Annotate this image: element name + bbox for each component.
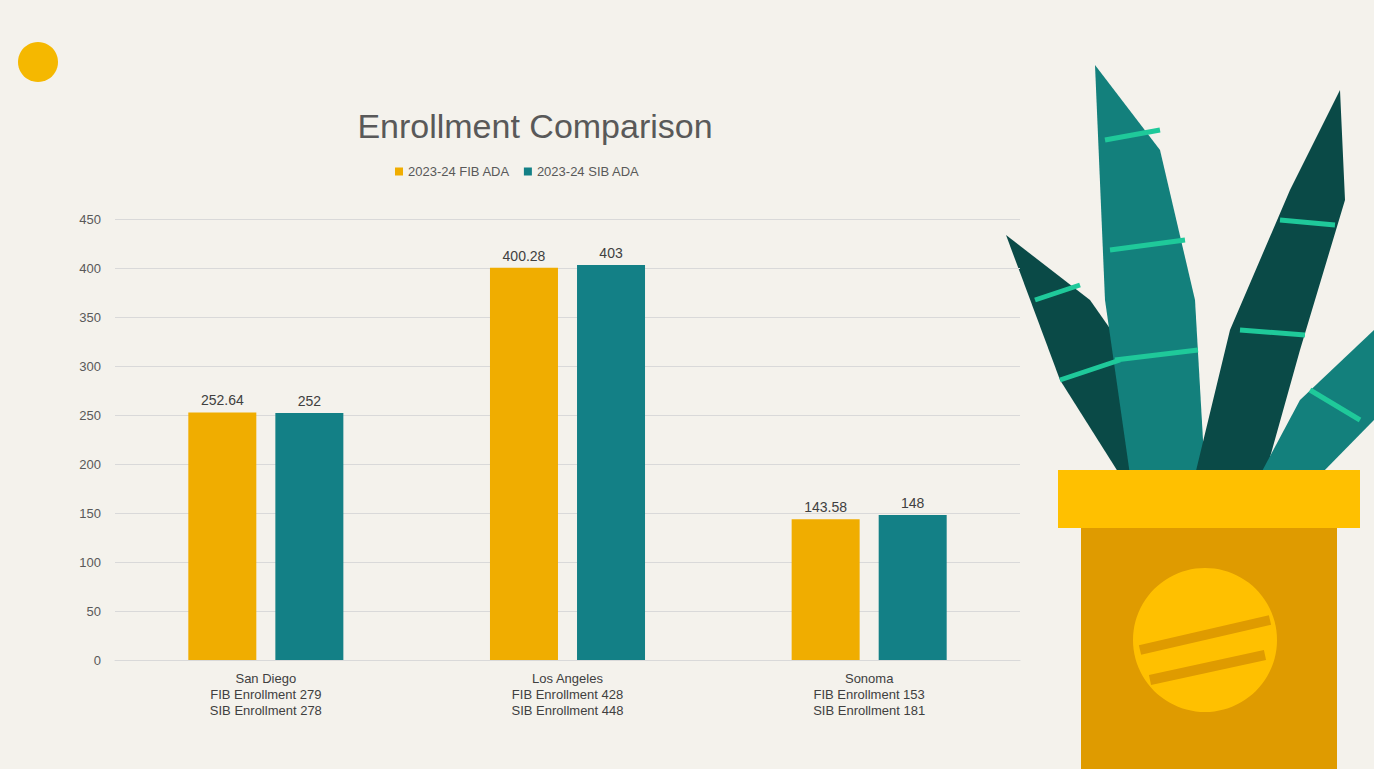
svg-text:100: 100	[79, 555, 101, 570]
svg-text:Los Angeles: Los Angeles	[532, 671, 603, 686]
svg-text:SIB Enrollment 181: SIB Enrollment 181	[813, 703, 925, 718]
svg-text:252.64: 252.64	[201, 392, 244, 408]
svg-text:FIB Enrollment 279: FIB Enrollment 279	[210, 687, 321, 702]
svg-text:50: 50	[87, 604, 101, 619]
svg-text:400: 400	[79, 261, 101, 276]
svg-text:250: 250	[79, 408, 101, 423]
svg-text:450: 450	[79, 212, 101, 227]
svg-text:400.28: 400.28	[503, 248, 546, 264]
svg-text:San Diego: San Diego	[235, 671, 296, 686]
svg-text:150: 150	[79, 506, 101, 521]
svg-text:FIB Enrollment 153: FIB Enrollment 153	[814, 687, 925, 702]
svg-text:403: 403	[599, 245, 623, 261]
svg-text:2023-24 SIB ADA: 2023-24 SIB ADA	[537, 164, 639, 179]
svg-text:143.58: 143.58	[804, 499, 847, 515]
svg-text:SIB Enrollment 278: SIB Enrollment 278	[210, 703, 322, 718]
svg-text:300: 300	[79, 359, 101, 374]
svg-text:Sonoma: Sonoma	[845, 671, 894, 686]
svg-text:SIB Enrollment 448: SIB Enrollment 448	[511, 703, 623, 718]
svg-text:350: 350	[79, 310, 101, 325]
svg-text:148: 148	[901, 495, 925, 511]
svg-text:Enrollment Comparison: Enrollment Comparison	[357, 107, 712, 145]
svg-text:200: 200	[79, 457, 101, 472]
svg-text:0: 0	[94, 653, 101, 668]
svg-text:252: 252	[298, 393, 322, 409]
svg-text:FIB Enrollment 428: FIB Enrollment 428	[512, 687, 623, 702]
svg-text:2023-24 FIB ADA: 2023-24 FIB ADA	[408, 164, 509, 179]
